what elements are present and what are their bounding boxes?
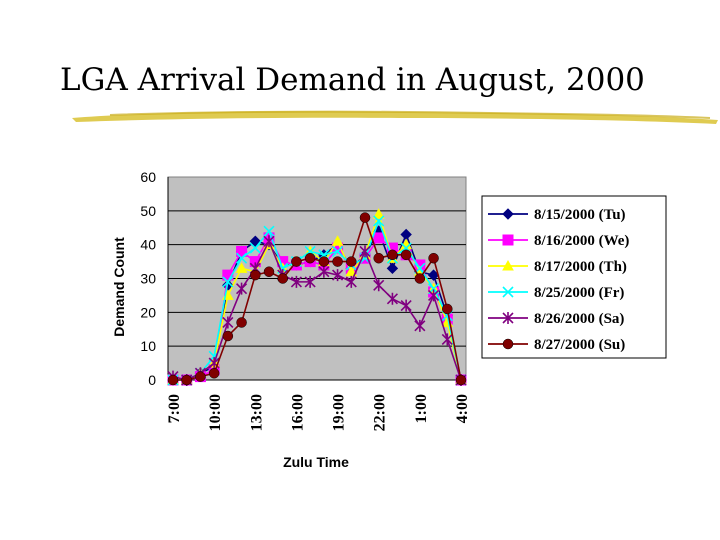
legend-item-5: 8/27/2000 (Su) [488,337,625,353]
legend-label-0: 8/15/2000 (Tu) [534,207,626,223]
x-tick-label-5: 22:00 [372,394,389,431]
data-point-s3-p7 [263,225,275,237]
data-point-s2-p12 [331,235,344,246]
data-point-s1-p4 [222,269,234,281]
x-tick-label-6: 1:00 [413,394,430,423]
series-line-4 [172,239,462,381]
x-tick-label-7: 4:00 [454,394,471,423]
data-point-s4-p18 [414,319,426,332]
legend-swatch-marker-4 [502,312,514,324]
x-tick-label-0: 7:00 [166,394,183,423]
data-point-s4-p10 [304,275,316,288]
data-point-s5-p3 [208,367,220,379]
y-tick-label-50: 50 [140,203,156,219]
data-point-s4-p16 [386,292,398,305]
slide-title: LGA Arrival Demand in August, 2000 [60,62,645,98]
legend-item-0: 8/15/2000 (Tu) [488,207,626,223]
series-line-3 [173,218,462,381]
legend-swatch-marker-3 [502,286,514,298]
legend-swatch-marker-5 [502,338,514,350]
legend-box [481,195,667,359]
legend-label-3: 8/25/2000 (Fr) [534,285,624,301]
title-underline-highlight [109,110,711,119]
data-point-s5-p2 [195,371,206,382]
data-point-s5-p17 [400,249,412,261]
data-point-s0-p16 [386,262,399,275]
x-tick-label-1: 10:00 [207,394,224,431]
data-point-s5-p5 [236,317,247,328]
data-point-s5-p6 [250,269,261,281]
y-tick-label-40: 40 [140,237,156,253]
data-point-s4-p7 [263,235,275,248]
data-point-s2-p15 [372,208,385,219]
series-line-5 [173,215,462,381]
data-point-s5-p20 [442,303,453,315]
data-point-s4-p20 [441,333,453,346]
data-point-s1-p5 [236,245,248,257]
data-point-s5-p8 [277,273,288,284]
data-point-s5-p9 [291,256,302,267]
data-point-s5-p14 [359,212,371,223]
legend-label-5: 8/27/2000 (Su) [534,337,625,353]
data-point-s3-p4 [222,276,234,288]
data-point-s5-p18 [414,273,426,284]
data-point-s5-p0 [167,374,179,386]
series-4 [167,235,467,386]
legend-item-3: 8/25/2000 (Fr) [488,285,624,301]
data-point-s3-p15 [373,215,385,227]
x-tick-label-2: 13:00 [248,394,265,431]
legend-swatch-marker-1 [502,234,514,246]
y-tick-label-10: 10 [140,338,156,354]
data-point-s4-p17 [400,299,412,312]
data-point-s4-p13 [345,275,357,288]
legend-swatch-marker-2 [502,259,514,271]
y-axis-label: Demand Count [111,237,127,337]
data-point-s3-p6 [249,242,261,254]
data-point-s5-p1 [181,374,192,386]
data-point-s4-p9 [290,275,302,288]
data-point-s5-p19 [428,252,439,264]
legend-swatch-marker-0 [502,208,514,220]
title-underline [72,110,718,124]
legend-label-1: 8/16/2000 (We) [534,233,629,249]
data-point-s5-p11 [318,256,330,267]
legend-label-2: 8/17/2000 (Th) [534,259,627,275]
data-point-s5-p21 [455,374,467,386]
data-point-s3-p5 [236,252,248,264]
data-point-s4-p4 [222,316,234,329]
data-point-s2-p13 [345,265,358,277]
y-tick-label-30: 30 [140,271,156,287]
data-point-s4-p14 [359,245,371,258]
y-tick-label-60: 60 [140,169,156,185]
legend-item-1: 8/16/2000 (We) [488,233,629,249]
data-point-s4-p12 [332,269,344,282]
legend-item-2: 8/17/2000 (Th) [488,259,627,275]
x-axis-label: Zulu Time [283,454,349,470]
data-point-s5-p7 [263,266,275,277]
data-point-s4-p15 [373,279,385,292]
x-tick-label-4: 19:00 [331,394,348,431]
series-5 [167,212,467,386]
data-point-s2-p5 [235,262,248,273]
data-point-s5-p16 [387,249,398,261]
x-tick-label-3: 16:00 [289,394,306,431]
data-point-s5-p10 [304,252,316,264]
data-point-s1-p15 [373,232,385,244]
data-point-s3-p12 [332,245,344,257]
legend-item-4: 8/26/2000 (Sa) [488,311,624,327]
y-tick-label-0: 0 [148,372,156,388]
data-point-s5-p4 [222,330,234,342]
data-point-s5-p12 [332,256,343,267]
data-point-s5-p15 [373,252,384,264]
data-point-s4-p5 [236,282,248,295]
data-point-s4-p19 [428,289,440,302]
legend-label-4: 8/26/2000 (Sa) [534,311,624,327]
y-tick-label-20: 20 [140,304,156,320]
data-point-s4-p11 [318,265,330,278]
data-point-s5-p13 [346,256,357,267]
